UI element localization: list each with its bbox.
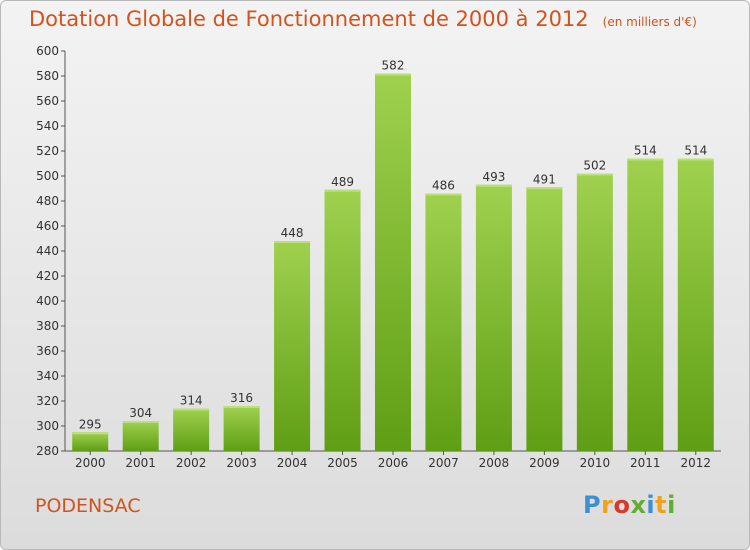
bar — [475, 184, 512, 451]
y-tick-label: 540 — [36, 119, 59, 133]
y-tick-label: 600 — [36, 44, 59, 58]
y-tick-label: 420 — [36, 269, 59, 283]
logo-letter: x — [630, 491, 647, 519]
bar-top-edge — [677, 158, 714, 161]
x-tick-label: 2012 — [680, 456, 711, 470]
data-label: 491 — [533, 172, 556, 186]
logo-letter: o — [613, 491, 631, 519]
bar — [173, 408, 210, 451]
bar — [576, 173, 613, 451]
bar-top-edge — [274, 241, 311, 243]
x-tick-label: 2001 — [125, 456, 156, 470]
bar — [324, 189, 361, 451]
data-label: 502 — [583, 159, 606, 173]
logo-letter: i — [646, 491, 656, 519]
x-tick-label: 2002 — [176, 456, 207, 470]
data-label: 489 — [331, 175, 354, 189]
x-tick-label: 2006 — [378, 456, 409, 470]
bar — [223, 406, 260, 451]
data-label: 304 — [129, 406, 152, 420]
x-tick-label: 2004 — [277, 456, 308, 470]
y-tick-label: 460 — [36, 219, 59, 233]
data-label: 316 — [230, 391, 253, 405]
y-tick-label: 520 — [36, 144, 59, 158]
bar-top-edge — [576, 173, 613, 176]
bar — [274, 241, 311, 451]
logo-letter: i — [667, 491, 676, 519]
data-label: 295 — [79, 417, 102, 431]
bar — [677, 158, 714, 451]
data-label: 582 — [382, 59, 405, 73]
y-tick-label: 320 — [36, 394, 59, 408]
y-tick-label: 380 — [36, 319, 59, 333]
bar-top-edge — [173, 408, 210, 411]
y-tick-label: 280 — [36, 444, 59, 458]
x-tick-label: 2005 — [327, 456, 358, 470]
data-label: 486 — [432, 179, 455, 193]
bar — [425, 193, 462, 451]
y-tick-label: 580 — [36, 69, 59, 83]
bar — [526, 187, 563, 451]
y-tick-label: 360 — [36, 344, 59, 358]
x-tick-label: 2010 — [580, 456, 611, 470]
x-tick-label: 2007 — [428, 456, 459, 470]
bar-top-edge — [526, 187, 563, 190]
x-tick-label: 2000 — [75, 456, 106, 470]
bar-top-edge — [72, 432, 109, 435]
y-tick-label: 500 — [36, 169, 59, 183]
data-label: 514 — [684, 144, 707, 158]
y-tick-label: 480 — [36, 194, 59, 208]
y-tick-label: 560 — [36, 94, 59, 108]
x-tick-label: 2008 — [479, 456, 510, 470]
bar-top-edge — [627, 158, 664, 161]
bar-top-edge — [425, 193, 462, 196]
bar — [375, 73, 411, 451]
y-tick-label: 300 — [36, 419, 59, 433]
data-label: 514 — [634, 144, 657, 158]
bar-top-edge — [324, 189, 361, 192]
data-label: 314 — [180, 394, 203, 408]
data-label: 493 — [482, 170, 505, 184]
logo-letter: r — [601, 491, 614, 519]
bar — [627, 158, 664, 451]
chart-title: Dotation Globale de Fonctionnement de 20… — [29, 7, 697, 31]
bar — [72, 432, 109, 451]
x-tick-label: 2011 — [630, 456, 661, 470]
chart-subtitle: (en milliers d'€) — [602, 15, 697, 29]
commune-name: PODENSAC — [35, 495, 141, 517]
data-label: 448 — [281, 226, 304, 240]
bar — [122, 421, 159, 451]
bar-top-edge — [223, 406, 260, 408]
logo-letter: P — [583, 491, 602, 519]
x-tick-label: 2003 — [226, 456, 257, 470]
y-tick-label: 340 — [36, 369, 59, 383]
bar-top-edge — [122, 421, 159, 423]
logo-letter: t — [655, 491, 668, 519]
bar-top-edge — [475, 184, 512, 187]
bar-top-edge — [375, 73, 411, 76]
x-tick-label: 2009 — [529, 456, 560, 470]
y-tick-label: 440 — [36, 244, 59, 258]
chart-title-text: Dotation Globale de Fonctionnement de 20… — [29, 7, 589, 31]
proxiti-logo[interactable]: Proxiti — [583, 491, 676, 519]
y-tick-label: 400 — [36, 294, 59, 308]
